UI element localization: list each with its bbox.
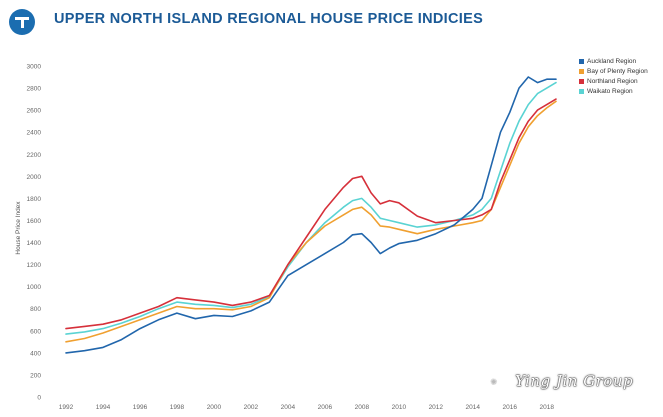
legend-label: Bay of Plenty Region bbox=[587, 68, 648, 75]
watermark-text: Ying Jin Group bbox=[515, 372, 634, 390]
x-tick-label: 1992 bbox=[59, 404, 74, 411]
legend-swatch bbox=[579, 59, 584, 64]
y-tick-label: 3000 bbox=[27, 64, 42, 71]
legend-swatch bbox=[579, 69, 584, 74]
series-lines bbox=[65, 76, 557, 354]
x-tick-label: 2014 bbox=[466, 404, 481, 411]
legend: Auckland Region Bay of Plenty Region North… bbox=[579, 58, 648, 95]
y-tick-label: 2600 bbox=[27, 108, 42, 115]
legend-label: Northland Region bbox=[587, 78, 638, 85]
x-tick-label: 2012 bbox=[429, 404, 444, 411]
legend-swatch bbox=[579, 89, 584, 94]
y-tick-label: 1000 bbox=[27, 284, 42, 291]
series-line-bay-of-plenty-region bbox=[65, 100, 557, 343]
y-tick-label: 200 bbox=[30, 372, 41, 379]
y-tick-label: 1400 bbox=[27, 240, 42, 247]
y-tick-label: 1800 bbox=[27, 196, 42, 203]
y-tick-label: 0 bbox=[37, 395, 41, 402]
chart-header: UPPER NORTH ISLAND REGIONAL HOUSE PRICE … bbox=[0, 0, 663, 40]
legend-label: Auckland Region bbox=[587, 58, 637, 65]
x-tick-label: 2016 bbox=[503, 404, 518, 411]
x-tick-label: 2010 bbox=[392, 404, 407, 411]
y-tick-label: 1200 bbox=[27, 262, 42, 269]
watermark-icon: ✺ bbox=[490, 377, 498, 387]
y-tick-label: 2400 bbox=[27, 130, 42, 137]
y-tick-label: 2200 bbox=[27, 152, 42, 159]
x-tick-label: 1996 bbox=[133, 404, 148, 411]
x-tick-label: 2018 bbox=[540, 404, 555, 411]
x-tick-label: 1998 bbox=[170, 404, 185, 411]
series-line-waikato-region bbox=[65, 81, 557, 335]
x-tick-label: 2008 bbox=[355, 404, 370, 411]
y-axis-ticks: 0 200 400 600 800 1000 1200 1400 1600 1800 2000 220… bbox=[27, 64, 42, 402]
y-tick-label: 1600 bbox=[27, 218, 42, 225]
x-tick-label: 1994 bbox=[96, 404, 111, 411]
y-tick-label: 400 bbox=[30, 350, 41, 357]
x-tick-label: 2000 bbox=[207, 404, 222, 411]
chart-title: UPPER NORTH ISLAND REGIONAL HOUSE PRICE … bbox=[54, 11, 484, 27]
t-logo-icon bbox=[9, 9, 35, 35]
y-axis-label-group: House Price Index bbox=[15, 201, 22, 255]
legend-swatch bbox=[579, 79, 584, 84]
x-tick-label: 2006 bbox=[318, 404, 333, 411]
series-line-northland-region bbox=[65, 98, 557, 330]
y-tick-label: 2800 bbox=[27, 86, 42, 93]
x-tick-label: 2004 bbox=[281, 404, 296, 411]
y-tick-label: 2000 bbox=[27, 174, 42, 181]
y-tick-label: 600 bbox=[30, 328, 41, 335]
x-tick-label: 2002 bbox=[244, 404, 259, 411]
y-tick-label: 800 bbox=[30, 306, 41, 313]
x-axis-ticks: 1992 1994 1996 1998 2000 2002 2004 2006 2008 2010… bbox=[59, 404, 555, 411]
series-line-auckland-region bbox=[65, 76, 557, 354]
y-axis-label: House Price Index bbox=[15, 201, 22, 255]
legend-label: Waikato Region bbox=[587, 88, 633, 95]
